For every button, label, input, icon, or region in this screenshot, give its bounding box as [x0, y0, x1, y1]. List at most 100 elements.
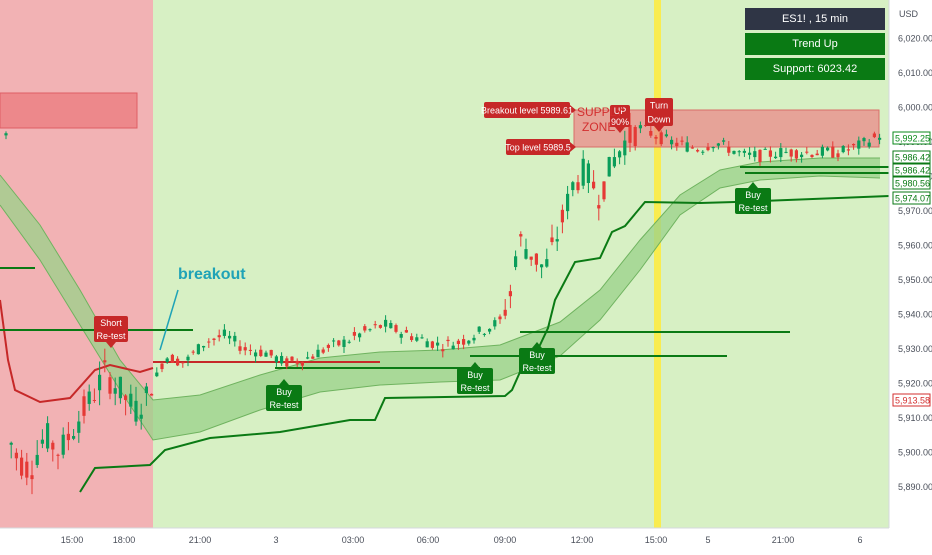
candle-body — [358, 333, 362, 338]
candle-body — [872, 133, 876, 138]
candle-body — [321, 349, 325, 353]
price-tag-text: 5,986.42 — [895, 166, 930, 176]
candle-body — [66, 433, 70, 441]
x-tick-label: 06:00 — [417, 535, 440, 545]
candle-body — [779, 148, 783, 158]
x-tick-label: 03:00 — [342, 535, 365, 545]
candle — [425, 338, 429, 348]
candle — [441, 343, 445, 358]
candle — [300, 361, 304, 371]
x-tick-label: 12:00 — [571, 535, 594, 545]
candle — [181, 362, 185, 368]
candle-body — [30, 475, 34, 480]
candle-body — [581, 158, 585, 186]
candle — [576, 175, 580, 194]
candle — [9, 441, 13, 459]
candle-body — [774, 156, 778, 159]
candle-body — [129, 393, 133, 407]
candle-body — [576, 182, 580, 191]
x-tick-label: 09:00 — [494, 535, 517, 545]
buy-retest-label-2-bg — [457, 368, 493, 394]
candle-body — [560, 209, 564, 223]
short-retest-label-bg — [94, 316, 128, 342]
candle — [191, 349, 195, 355]
buy-retest-label-3-bg — [519, 348, 555, 374]
candle-body — [534, 253, 538, 265]
candle-body — [394, 325, 398, 332]
candle-body — [92, 399, 96, 401]
candle — [836, 149, 840, 162]
candle-body — [852, 143, 856, 146]
candle — [103, 348, 107, 373]
candle-body — [306, 357, 310, 359]
candle-body — [670, 139, 674, 145]
candle — [394, 323, 398, 334]
candle-body — [810, 154, 814, 158]
candle — [170, 353, 174, 363]
up-probability-label-text: UP — [614, 106, 627, 116]
annotation-layer: Short Re-test Buy Re-test Buy Re-test Buy Re-te… — [94, 98, 771, 411]
candle — [670, 136, 674, 150]
candle-body — [857, 140, 861, 149]
candle — [77, 410, 81, 443]
candle-body — [326, 344, 330, 348]
candle — [618, 150, 622, 165]
candle — [514, 250, 518, 271]
buy-retest-label-2: Buy Re-test — [457, 362, 493, 394]
candle — [4, 131, 8, 140]
candle-body — [628, 125, 632, 143]
candle-body — [72, 436, 76, 439]
candle — [462, 334, 466, 350]
candle — [571, 180, 575, 197]
candle — [768, 146, 772, 163]
candle-body — [368, 329, 372, 331]
candle — [46, 416, 50, 453]
price-tag-text: 5,974.07 — [895, 194, 930, 204]
y-tick-label: 6,020.00 — [898, 34, 932, 44]
candle — [529, 256, 533, 266]
candle-body — [378, 325, 382, 328]
candle-body — [794, 150, 798, 159]
candle-body — [618, 151, 622, 158]
candle — [384, 315, 388, 333]
candle-body — [300, 361, 304, 366]
candle-body — [680, 140, 684, 142]
candle — [321, 347, 325, 355]
candle — [274, 354, 278, 367]
candle — [701, 150, 705, 156]
candle-body — [805, 151, 809, 153]
candle — [732, 150, 736, 155]
price-tag-text: 5,913.58 — [895, 396, 930, 406]
candle — [134, 386, 138, 426]
candle-body — [748, 152, 752, 155]
candle-body — [399, 334, 403, 338]
candle — [638, 121, 642, 134]
candle-body — [716, 143, 720, 146]
candle-body — [826, 147, 830, 151]
candle-body — [170, 354, 174, 363]
x-tick-label: 3 — [273, 535, 278, 545]
candle — [716, 142, 720, 150]
candle — [248, 344, 252, 356]
breakout-level-label: Breakout level 5989.61 — [481, 102, 576, 118]
candle-body — [389, 322, 393, 329]
candle — [342, 336, 346, 353]
candle-body — [638, 125, 642, 129]
candle-body — [404, 330, 408, 333]
candle — [826, 146, 830, 152]
candle — [633, 125, 637, 151]
up-probability-label-text: 90% — [611, 117, 629, 127]
candle-body — [35, 454, 39, 465]
candle — [592, 170, 596, 190]
candle — [784, 147, 788, 154]
candle-body — [768, 150, 772, 157]
candle-body — [259, 349, 263, 357]
candle — [233, 331, 237, 347]
buy-retest-label-3-text: Re-test — [522, 363, 552, 373]
up-probability-label-bg — [610, 105, 630, 127]
buy-retest-label-1-pointer — [279, 379, 289, 385]
candle-body — [118, 376, 122, 399]
candle — [332, 338, 336, 348]
